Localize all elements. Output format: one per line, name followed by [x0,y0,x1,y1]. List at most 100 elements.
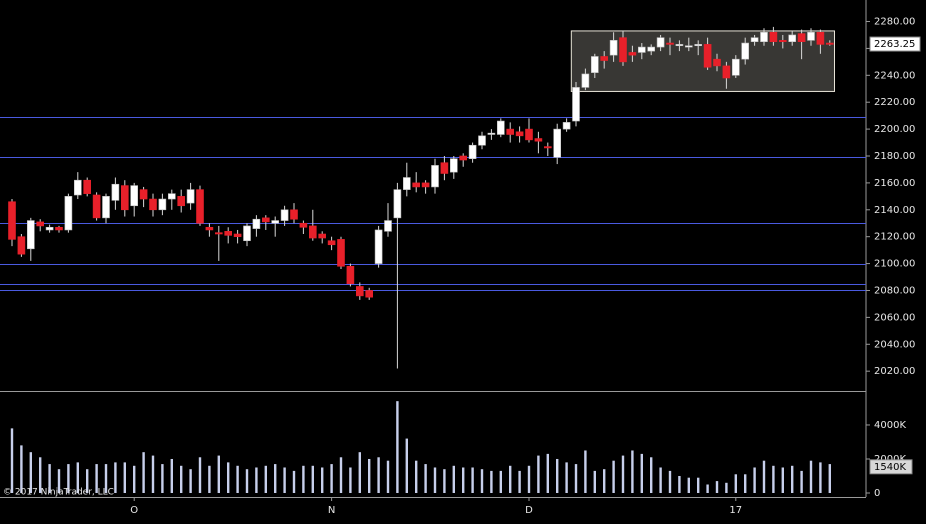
y-tick-label: 2160.00 [874,178,915,189]
volume-bar [574,464,578,493]
volume-bar [452,465,455,493]
candle-body [788,34,797,42]
candle-body [149,198,157,211]
volume-bar [744,474,747,493]
volume-bar [603,469,606,493]
y-tick-label: 2220.00 [874,97,915,108]
candle-body [675,44,684,47]
volume-bar [725,482,728,493]
y-tick-label: 4000K [874,420,906,431]
volume-bar [697,477,700,493]
y-tick-label: 2080.00 [874,285,915,296]
candle-body [92,194,101,219]
y-tick-label: 2120.00 [874,232,915,243]
volume-bar [471,467,474,493]
candle-body [637,46,646,53]
volume-bar [687,477,690,493]
candle-body [590,56,599,73]
candle-body [346,265,355,285]
volume-bar [678,475,681,493]
candle-body [374,229,383,264]
candle-body [186,189,195,204]
volume-bar [415,460,418,493]
candle-body [553,128,562,158]
candle-body [760,31,768,42]
last-volume-label: 1540K [874,462,906,473]
volume-bar [518,470,521,493]
candle-body [308,225,317,239]
x-tick-label: D [525,505,533,516]
volume-bar [621,455,625,493]
candle-body [581,73,590,88]
candle-body [825,42,834,45]
volume-bar [86,469,89,493]
volume-bar [208,465,211,493]
candle-body [233,233,242,237]
candle-body [797,33,806,42]
y-tick-label: 2140.00 [874,205,915,216]
candle-body [647,46,656,52]
candle-body [139,189,148,200]
volume-bar [302,465,305,493]
volume-bar [245,469,249,493]
candle-body [318,233,327,239]
candle-body [543,146,552,149]
volume-bar [330,464,333,493]
volume-bar [198,457,202,493]
candle-body [412,182,421,188]
candle-body [168,193,176,200]
volume-bar [499,470,502,493]
volume-bar [311,465,314,493]
x-tick-label: O [130,505,138,516]
candle-body [243,225,251,242]
candle-body [713,58,721,67]
candle-body [261,217,270,223]
candle-body [703,44,712,68]
volume-bar [123,462,126,493]
volume-bar [264,465,267,493]
volume-bar [405,438,408,493]
candle-body [290,209,298,220]
volume-bar [104,464,108,493]
candle-body [619,37,627,63]
candle-body [158,198,167,211]
volume-bar [527,465,531,493]
candle-body [449,158,458,173]
volume-bar [274,464,277,493]
volume-bar [424,464,427,493]
candle-body [55,226,63,231]
candle-body [402,177,411,190]
volume-bar [57,469,61,493]
candle-body [384,220,392,232]
y-tick-label: 2280.00 [874,17,915,28]
volume-bar [480,469,484,493]
volume-bar [29,452,32,493]
volume-bar [386,460,390,493]
y-tick-label: 0 [874,488,880,499]
volume-bar [462,467,465,493]
candle-body [525,128,533,141]
candle-body [741,42,750,60]
volume-bar [283,467,286,493]
volume-bar [170,458,173,493]
candle-body [496,120,505,135]
volume-bar [546,453,549,493]
volume-bar [396,401,399,493]
candle-body [694,44,703,47]
candle-body [177,196,185,207]
volume-bar [584,450,587,493]
volume-bar [95,464,98,493]
candle-body [431,165,439,188]
volume-bar [490,470,493,493]
volume-bar [236,465,239,493]
volume-bar [189,469,192,493]
volume-bar [48,464,51,493]
volume-bar [800,470,803,493]
volume-bar [612,460,615,493]
candle-body [562,122,571,130]
candle-body [130,185,138,207]
candle-body [327,240,336,246]
volume-bar [753,467,756,493]
candle-body [252,218,261,229]
